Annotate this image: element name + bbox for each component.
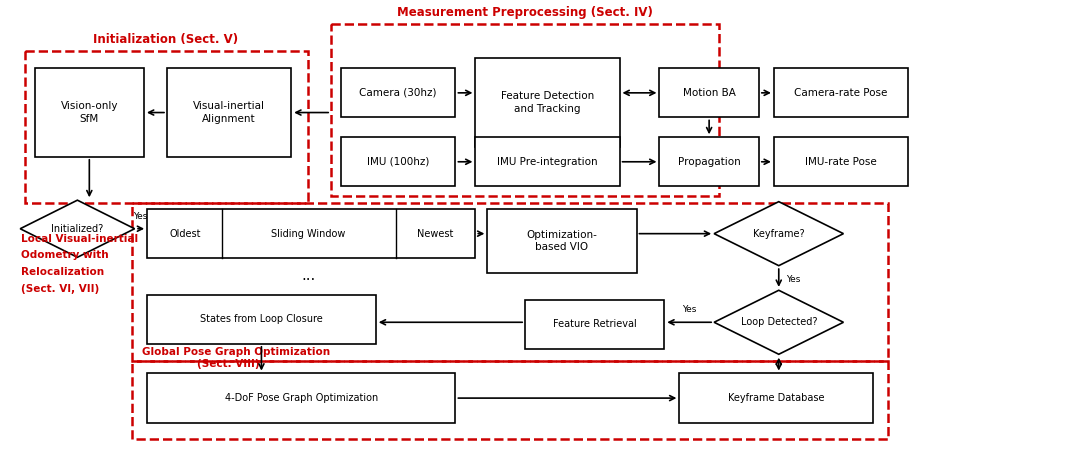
FancyBboxPatch shape [147, 295, 376, 344]
Text: (Sect. VIII): (Sect. VIII) [197, 359, 259, 368]
FancyBboxPatch shape [773, 137, 908, 186]
FancyBboxPatch shape [341, 68, 456, 117]
FancyBboxPatch shape [487, 209, 636, 273]
Text: Feature Retrieval: Feature Retrieval [553, 319, 636, 329]
Text: IMU-rate Pose: IMU-rate Pose [805, 157, 877, 167]
Polygon shape [714, 290, 843, 354]
FancyBboxPatch shape [147, 373, 456, 423]
FancyBboxPatch shape [660, 137, 759, 186]
FancyBboxPatch shape [341, 137, 456, 186]
Text: Camera (30hz): Camera (30hz) [360, 88, 437, 98]
Text: Optimization-
based VIO: Optimization- based VIO [526, 230, 597, 252]
Text: Visual-inertial
Alignment: Visual-inertial Alignment [193, 101, 265, 124]
Text: Yes: Yes [133, 212, 147, 221]
FancyBboxPatch shape [167, 68, 292, 157]
Text: Measurement Preprocessing (Sect. IV): Measurement Preprocessing (Sect. IV) [397, 6, 653, 19]
FancyBboxPatch shape [660, 68, 759, 117]
FancyBboxPatch shape [525, 300, 664, 349]
FancyBboxPatch shape [475, 58, 620, 147]
Text: Local Visual-inertial: Local Visual-inertial [21, 234, 138, 244]
Text: ...: ... [301, 267, 315, 282]
Text: Loop Detected?: Loop Detected? [741, 317, 816, 327]
Text: States from Loop Closure: States from Loop Closure [200, 314, 323, 324]
FancyBboxPatch shape [773, 68, 908, 117]
FancyBboxPatch shape [475, 137, 620, 186]
Text: Vision-only
SfM: Vision-only SfM [60, 101, 118, 124]
Text: Motion BA: Motion BA [683, 88, 735, 98]
Text: Feature Detection
and Tracking: Feature Detection and Tracking [501, 91, 594, 114]
Text: Sliding Window: Sliding Window [271, 228, 346, 239]
Text: Newest: Newest [417, 228, 454, 239]
Text: 4-DoF Pose Graph Optimization: 4-DoF Pose Graph Optimization [225, 393, 378, 403]
Text: IMU (100hz): IMU (100hz) [367, 157, 430, 167]
Text: Initialization (Sect. V): Initialization (Sect. V) [93, 32, 239, 46]
Text: Keyframe Database: Keyframe Database [728, 393, 824, 403]
Text: Yes: Yes [786, 276, 800, 284]
Polygon shape [21, 200, 135, 257]
FancyBboxPatch shape [35, 68, 144, 157]
Text: Global Pose Graph Optimization: Global Pose Graph Optimization [143, 347, 330, 357]
Text: Odometry with: Odometry with [21, 250, 108, 260]
Text: Relocalization: Relocalization [21, 267, 104, 277]
Text: Oldest: Oldest [170, 228, 201, 239]
Polygon shape [714, 202, 843, 266]
Text: Initialized?: Initialized? [51, 224, 104, 234]
Text: Camera-rate Pose: Camera-rate Pose [794, 88, 888, 98]
Text: (Sect. VI, VII): (Sect. VI, VII) [21, 284, 99, 294]
Text: IMU Pre-integration: IMU Pre-integration [497, 157, 597, 167]
FancyBboxPatch shape [679, 373, 874, 423]
Text: Keyframe?: Keyframe? [753, 228, 805, 239]
Text: Propagation: Propagation [678, 157, 741, 167]
FancyBboxPatch shape [147, 209, 475, 258]
Text: Yes: Yes [683, 305, 697, 314]
